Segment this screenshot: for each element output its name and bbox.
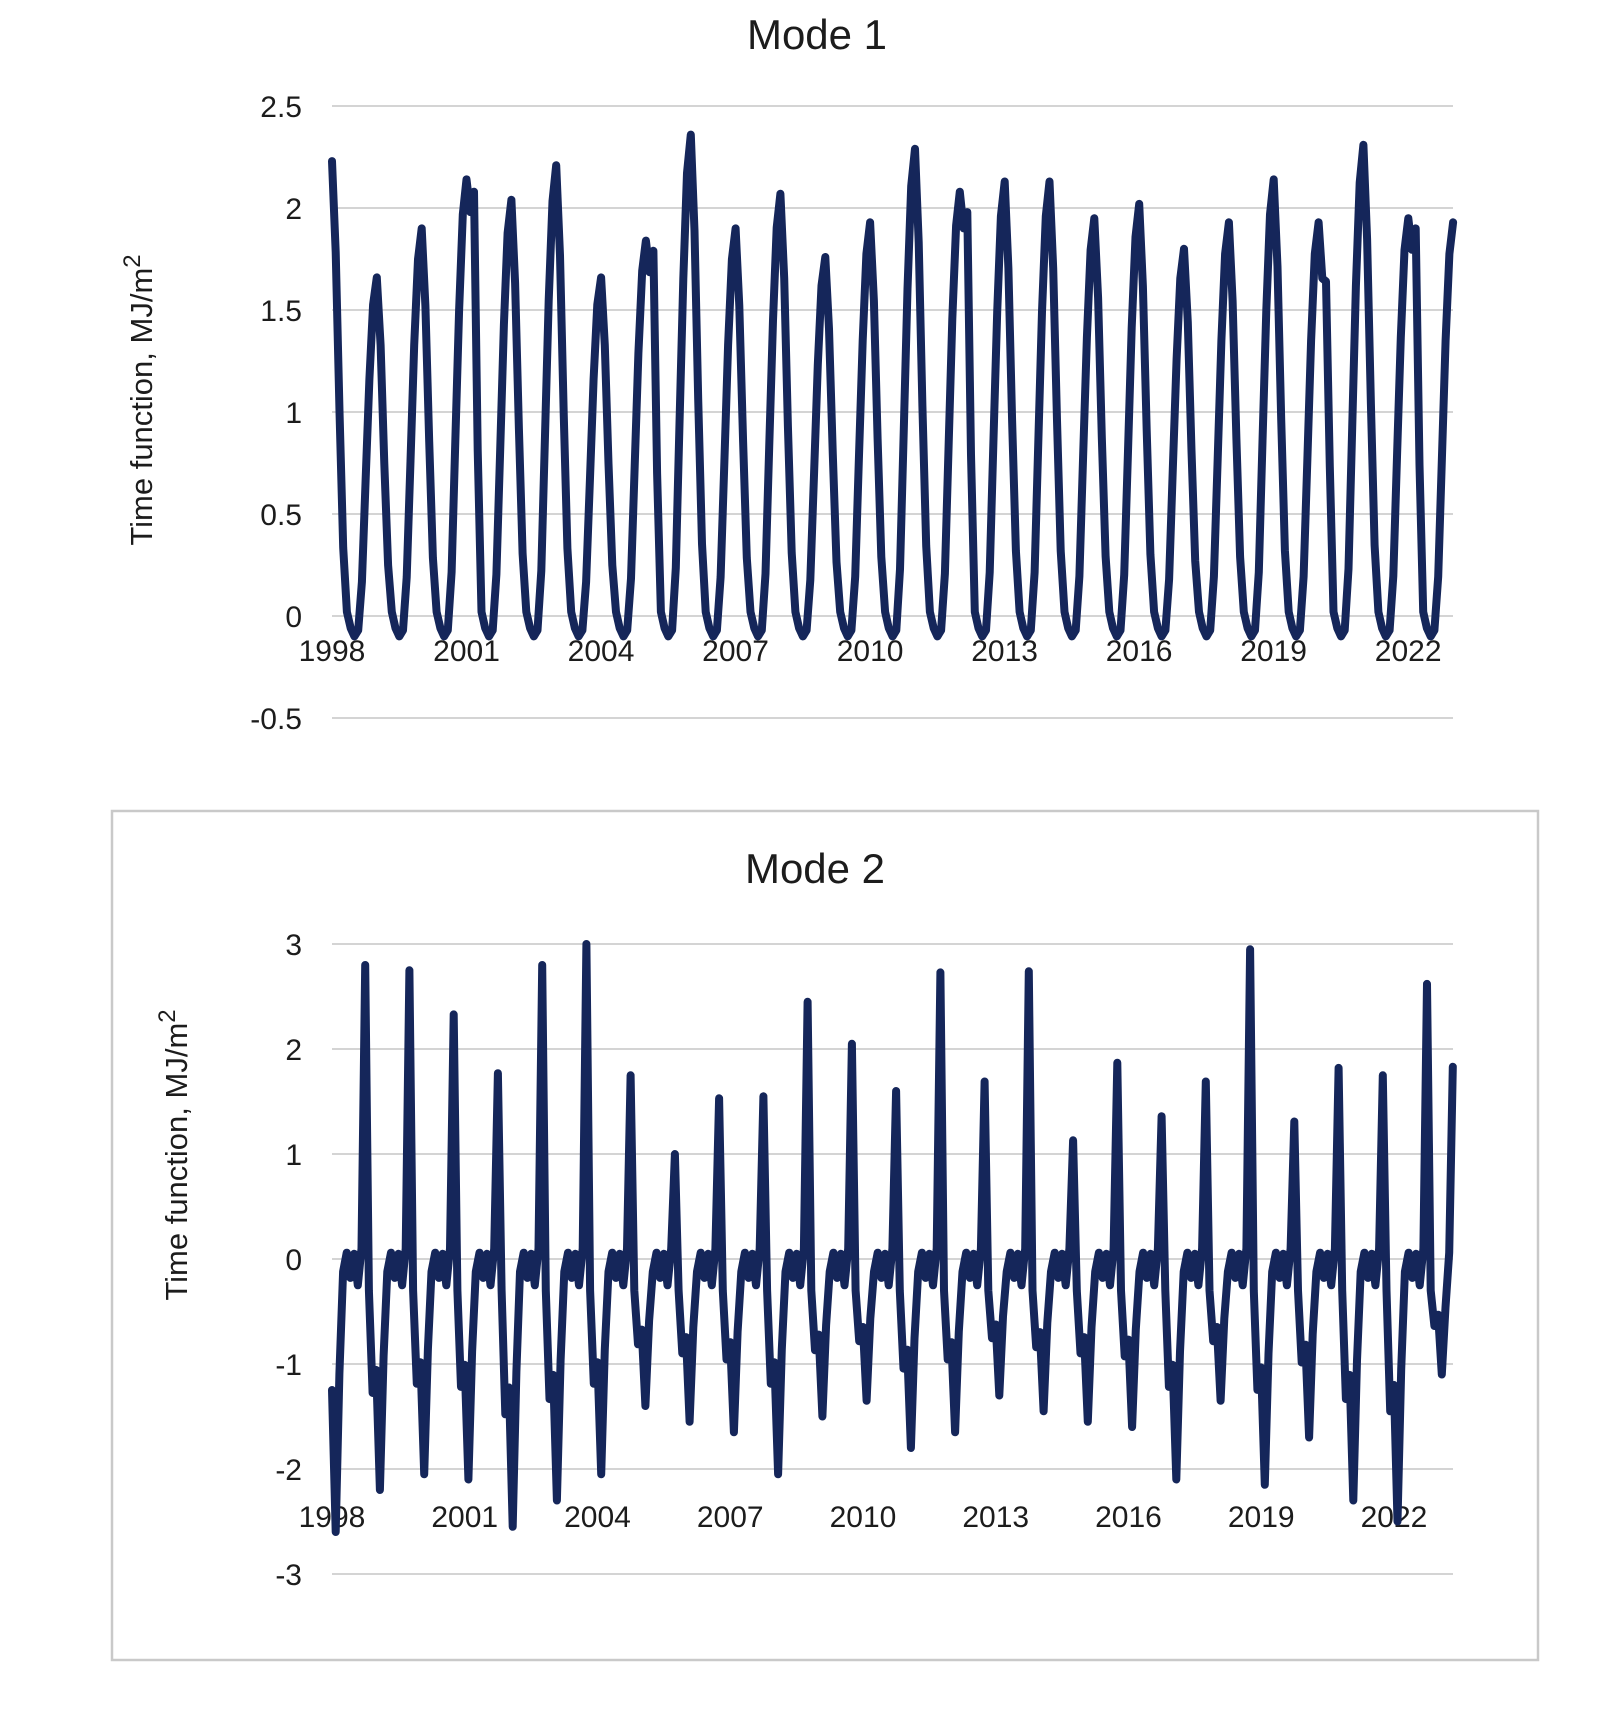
mode2-y-tick-1: 1 <box>285 1139 302 1172</box>
mode2-y-tick--3: -3 <box>275 1559 302 1592</box>
mode1-x-tick-2004: 2004 <box>568 635 635 668</box>
mode1-x-tick-2016: 2016 <box>1106 635 1173 668</box>
mode2-y-tick--1: -1 <box>275 1349 302 1382</box>
mode2-y-axis-title-sup: 2 <box>154 1009 181 1022</box>
mode1-series <box>328 130 1458 641</box>
mode2-y-tick--2: -2 <box>275 1454 302 1487</box>
mode1-x-tick-2022: 2022 <box>1375 635 1442 668</box>
mode2-x-tick-2004: 2004 <box>564 1501 631 1534</box>
mode2-y-tick-2: 2 <box>285 1034 302 1067</box>
mode2-x-tick-2010: 2010 <box>830 1501 897 1534</box>
mode2-series-line <box>328 940 1457 1536</box>
mode2-x-tick-2019: 2019 <box>1228 1501 1295 1534</box>
mode1-y-tick-1.5: 1.5 <box>260 295 302 328</box>
mode2-y-axis-title-text: Time function, MJ/m <box>159 1023 194 1301</box>
mode1-x-tick-2013: 2013 <box>971 635 1038 668</box>
mode1-y-axis-title: Time function, MJ/m2 <box>119 254 159 545</box>
mode2-y-tick-0: 0 <box>285 1244 302 1277</box>
mode2-y-tick-labels: 3 2 1 0 -1 -2 -3 <box>275 929 302 1592</box>
mode2-x-tick-2007: 2007 <box>697 1501 764 1534</box>
mode2-x-tick-2001: 2001 <box>431 1501 498 1534</box>
mode1-x-tick-2019: 2019 <box>1240 635 1307 668</box>
mode1-y-tick-1: 1 <box>285 397 302 430</box>
mode1-y-tick-2: 2 <box>285 193 302 226</box>
mode2-y-tick-3: 3 <box>285 929 302 962</box>
mode1-series-line <box>328 130 1458 641</box>
mode1-y-axis-title-text: Time function, MJ/m <box>124 268 159 546</box>
mode2-x-tick-2016: 2016 <box>1095 1501 1162 1534</box>
mode1-x-tick-2001: 2001 <box>433 635 500 668</box>
svg-text:Time function, MJ/m2: Time function, MJ/m2 <box>154 1009 194 1300</box>
svg-text:Time function, MJ/m2: Time function, MJ/m2 <box>119 254 159 545</box>
mode2-x-tick-labels: 1998 2001 2004 2007 2010 2013 2016 2019 2022 <box>299 1501 1428 1534</box>
mode2-series <box>328 940 1457 1536</box>
mode1-title: Mode 1 <box>747 11 887 58</box>
mode2-title: Mode 2 <box>745 845 885 892</box>
mode1-y-tick-2.5: 2.5 <box>260 91 302 124</box>
mode2-y-axis-title: Time function, MJ/m2 <box>154 1009 194 1300</box>
mode1-y-tick-0.5: 0.5 <box>260 499 302 532</box>
mode1-x-tick-labels: 1998 2001 2004 2007 2010 2013 2016 2019 2022 <box>299 635 1442 668</box>
mode1-x-tick-2007: 2007 <box>702 635 769 668</box>
mode1-y-tick-0: 0 <box>285 601 302 634</box>
mode1-y-tick-labels: 2.5 2 1.5 1 0.5 0 -0.5 <box>250 91 302 736</box>
mode1-y-axis-title-sup: 2 <box>119 254 146 267</box>
mode2-x-tick-2013: 2013 <box>962 1501 1029 1534</box>
mode1-y-tick--0.5: -0.5 <box>250 703 302 736</box>
mode1-chart: Mode 1 Time function, MJ/m2 2.521.510.50… <box>119 11 1458 736</box>
mode1-x-tick-1998: 1998 <box>299 635 366 668</box>
mode1-x-tick-2010: 2010 <box>837 635 904 668</box>
